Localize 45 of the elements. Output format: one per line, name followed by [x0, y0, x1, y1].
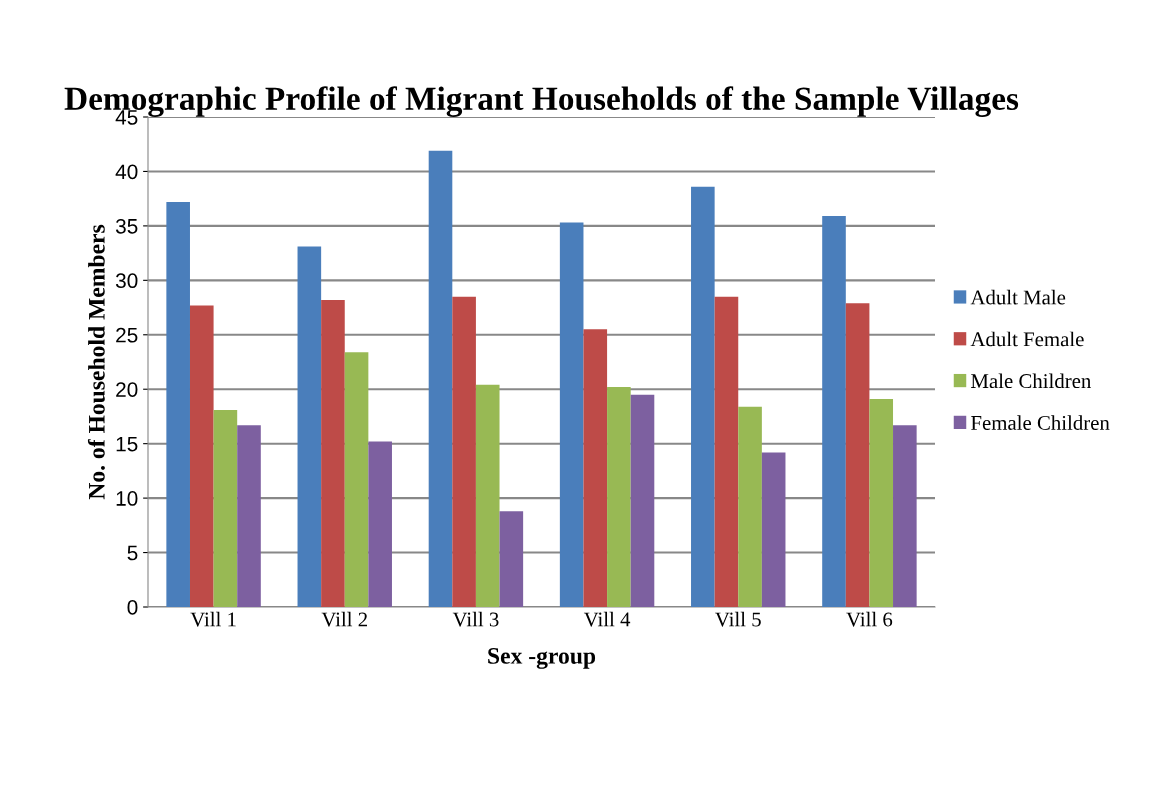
legend-label: Male Children [971, 373, 1092, 389]
bar [213, 409, 238, 607]
bar [166, 201, 190, 607]
bar [691, 186, 715, 607]
bar [714, 296, 739, 607]
bar [583, 329, 608, 607]
x-tick-label: Vill 2 [321, 611, 367, 627]
y-tick-label: 0 [127, 600, 138, 615]
y-tick-label: 30 [115, 273, 138, 289]
bar [738, 406, 762, 607]
y-axis-title: No. of Household Members [87, 224, 105, 500]
bar [822, 216, 846, 607]
bar [607, 387, 631, 607]
bar [761, 452, 786, 607]
bar [630, 394, 655, 607]
bar [344, 352, 369, 607]
legend-label: Adult Female [970, 331, 1084, 347]
y-tick-label: 20 [116, 382, 138, 397]
x-tick-label: Vill 4 [583, 611, 631, 627]
bar [297, 246, 322, 607]
x-tick-label: Vill 3 [452, 611, 499, 627]
y-tick-label: 25 [116, 327, 138, 343]
bar [869, 399, 894, 607]
y-tick-label: 5 [127, 545, 138, 561]
y-tick-label: 35 [115, 218, 138, 234]
y-tick-label: 40 [115, 164, 138, 180]
y-tick-label: 10 [116, 491, 138, 506]
bar [428, 150, 453, 607]
bar [321, 299, 345, 607]
bar [368, 441, 392, 607]
y-tick-label: 15 [116, 436, 138, 452]
x-axis-title: Sex -group [488, 647, 596, 669]
x-tick-label: Vill 1 [190, 611, 236, 627]
bar [475, 384, 500, 607]
x-tick-label: Vill 5 [715, 611, 761, 627]
bar [189, 305, 214, 607]
bar [237, 425, 261, 607]
bar [452, 296, 476, 607]
bar [499, 511, 524, 607]
x-tick-label: Vill 6 [846, 611, 893, 627]
bar [893, 425, 917, 607]
legend-label: Adult Male [970, 289, 1066, 305]
legend-label: Female Children [971, 415, 1110, 430]
bar [559, 222, 584, 607]
bar [845, 303, 870, 607]
